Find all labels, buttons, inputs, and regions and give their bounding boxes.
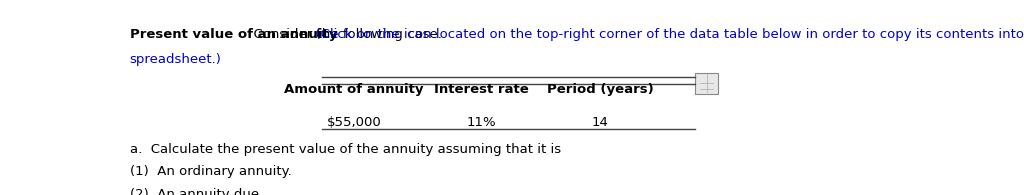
Text: Amount of annuity: Amount of annuity (285, 83, 424, 97)
Text: 11%: 11% (466, 116, 496, 129)
Text: (Click on the icon located on the top-right corner of the data table below in or: (Click on the icon located on the top-ri… (307, 28, 1024, 41)
Text: Consider the following case.: Consider the following case. (246, 28, 442, 41)
FancyBboxPatch shape (695, 73, 718, 94)
Text: Present value of an annuity: Present value of an annuity (130, 28, 337, 41)
Text: 14: 14 (592, 116, 608, 129)
Text: spreadsheet.): spreadsheet.) (130, 53, 221, 66)
Text: $55,000: $55,000 (327, 116, 382, 129)
Text: Period (years): Period (years) (547, 83, 653, 97)
Text: a.  Calculate the present value of the annuity assuming that it is: a. Calculate the present value of the an… (130, 143, 561, 156)
Text: (1)  An ordinary annuity.: (1) An ordinary annuity. (130, 165, 292, 178)
Text: Interest rate: Interest rate (434, 83, 528, 97)
Text: (2)  An annuity due.: (2) An annuity due. (130, 188, 263, 195)
